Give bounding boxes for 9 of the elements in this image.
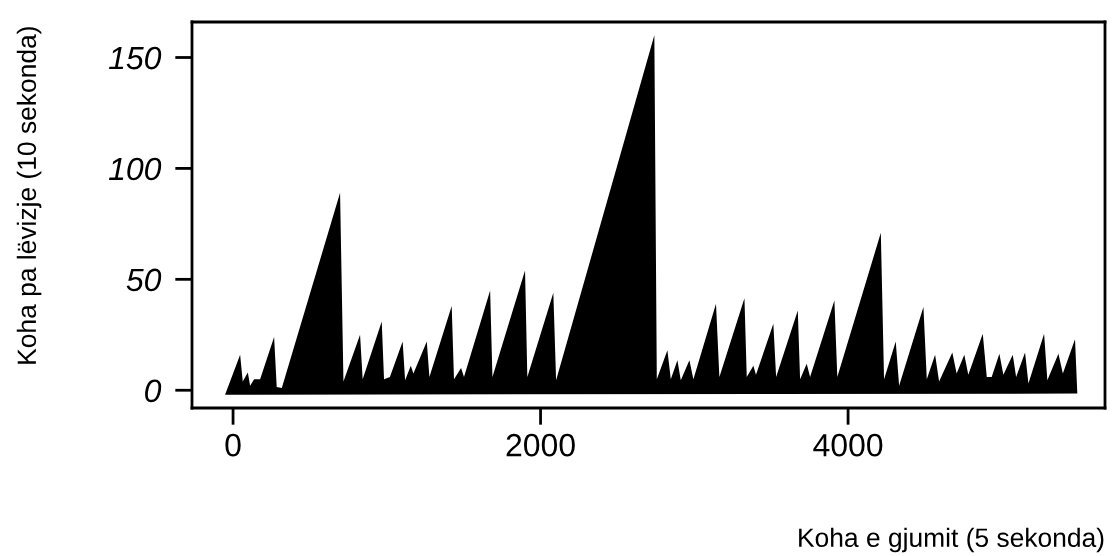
y-axis-title: Koha pa lëvizje (10 sekonda) (16, 27, 42, 364)
x-axis-title: Koha e gjumit (5 sekonda) (799, 527, 1104, 553)
y-tick-label: 0 (145, 379, 162, 403)
x-tick-label: 2000 (506, 433, 575, 457)
y-tick-label: 100 (108, 157, 162, 181)
x-tick-label: 0 (225, 433, 241, 457)
y-tick-label: 50 (126, 268, 162, 292)
y-tick-label: 150 (108, 46, 162, 70)
x-tick-label: 4000 (813, 433, 883, 457)
